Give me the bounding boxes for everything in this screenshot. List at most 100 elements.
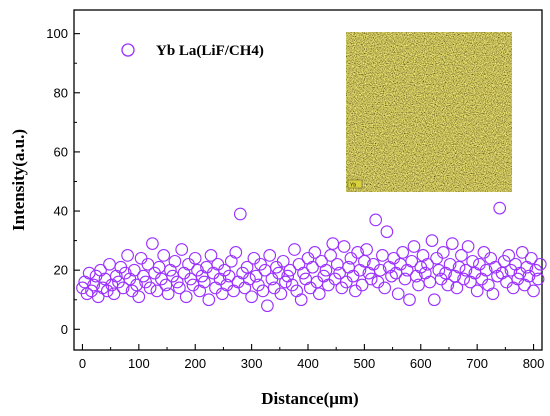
data-point [425,234,439,247]
inset-elemental-map: Yb [346,32,512,192]
data-point [121,249,134,262]
data-point [243,272,256,286]
data-point [506,281,520,295]
data-point [445,237,459,250]
data-point [294,293,308,307]
data-point [436,246,450,259]
x-axis-ticks: 0 100 200 300 400 500 600 700 800 [79,344,545,371]
data-point [466,254,479,268]
y-tick-label: 0 [61,322,68,337]
data-point [493,201,507,215]
data-point [193,284,207,298]
data-point [351,246,364,259]
data-point [134,251,148,265]
data-point [233,207,247,221]
data-point [346,269,360,283]
data-point [500,275,513,289]
data-point [143,281,157,295]
x-axis-label: Distance(μm) [261,389,358,408]
data-point [398,272,412,286]
data-point [127,263,141,277]
data-point [378,281,392,295]
data-point [227,284,240,298]
data-point [245,290,258,304]
data-point [87,278,101,292]
data-point [524,251,538,265]
data-point [531,272,545,286]
data-point [283,263,297,277]
y-tick-label: 60 [54,144,68,159]
data-point [146,237,159,250]
data-point [249,269,263,283]
data-point [279,275,292,289]
data-point [432,263,446,277]
y-tick-label: 20 [54,263,68,278]
data-point [308,246,322,259]
data-point [168,254,182,268]
x-tick-label: 700 [466,356,488,371]
data-point [197,275,211,289]
data-point [461,240,475,253]
data-point [116,281,130,295]
data-point [358,254,371,268]
data-point [103,257,116,271]
x-tick-label: 400 [297,356,319,371]
data-point [306,260,319,274]
inset-tag-box [347,179,363,189]
data-point [403,293,416,307]
legend: Yb La(LiF/CH4) [121,43,264,59]
data-point [206,266,220,280]
data-point [450,281,464,295]
data-point [173,281,186,295]
data-point [455,249,468,262]
data-point [288,243,301,256]
data-point [396,246,410,259]
data-point [527,284,540,298]
data-point [405,254,419,268]
data-point [515,246,529,259]
data-point [107,287,121,301]
data-point [229,246,243,259]
x-tick-label: 0 [79,356,86,371]
data-point [175,243,189,256]
x-tick-label: 800 [523,356,545,371]
y-axis-ticks: 0 20 40 60 80 100 [46,26,80,337]
data-point [157,249,171,262]
data-point [457,272,470,286]
data-point [459,263,473,277]
data-point [247,251,261,265]
data-point [349,284,362,298]
data-point [479,263,493,277]
data-point [326,237,340,250]
data-point [376,249,389,262]
data-point [209,281,222,295]
data-point [263,249,277,262]
data-point [441,278,455,292]
data-point [421,257,434,271]
y-tick-label: 80 [54,85,68,100]
data-point [301,251,315,265]
data-point [486,287,500,301]
x-tick-label: 100 [128,356,150,371]
data-point [224,254,238,268]
inset-tag: Yb [350,183,356,189]
data-point [333,266,346,280]
data-point [477,246,491,259]
data-point [261,299,274,313]
data-point [231,275,245,289]
data-point [364,272,378,286]
y-tick-label: 40 [54,204,68,219]
data-point [310,275,324,289]
data-point [215,287,229,301]
data-point [391,287,405,301]
x-tick-label: 200 [184,356,206,371]
data-point [416,249,430,262]
data-point [240,260,254,274]
data-point [276,254,290,268]
data-point [177,266,191,280]
data-point [427,293,441,307]
data-point [321,278,335,292]
data-point [222,269,236,283]
data-point [452,260,466,274]
